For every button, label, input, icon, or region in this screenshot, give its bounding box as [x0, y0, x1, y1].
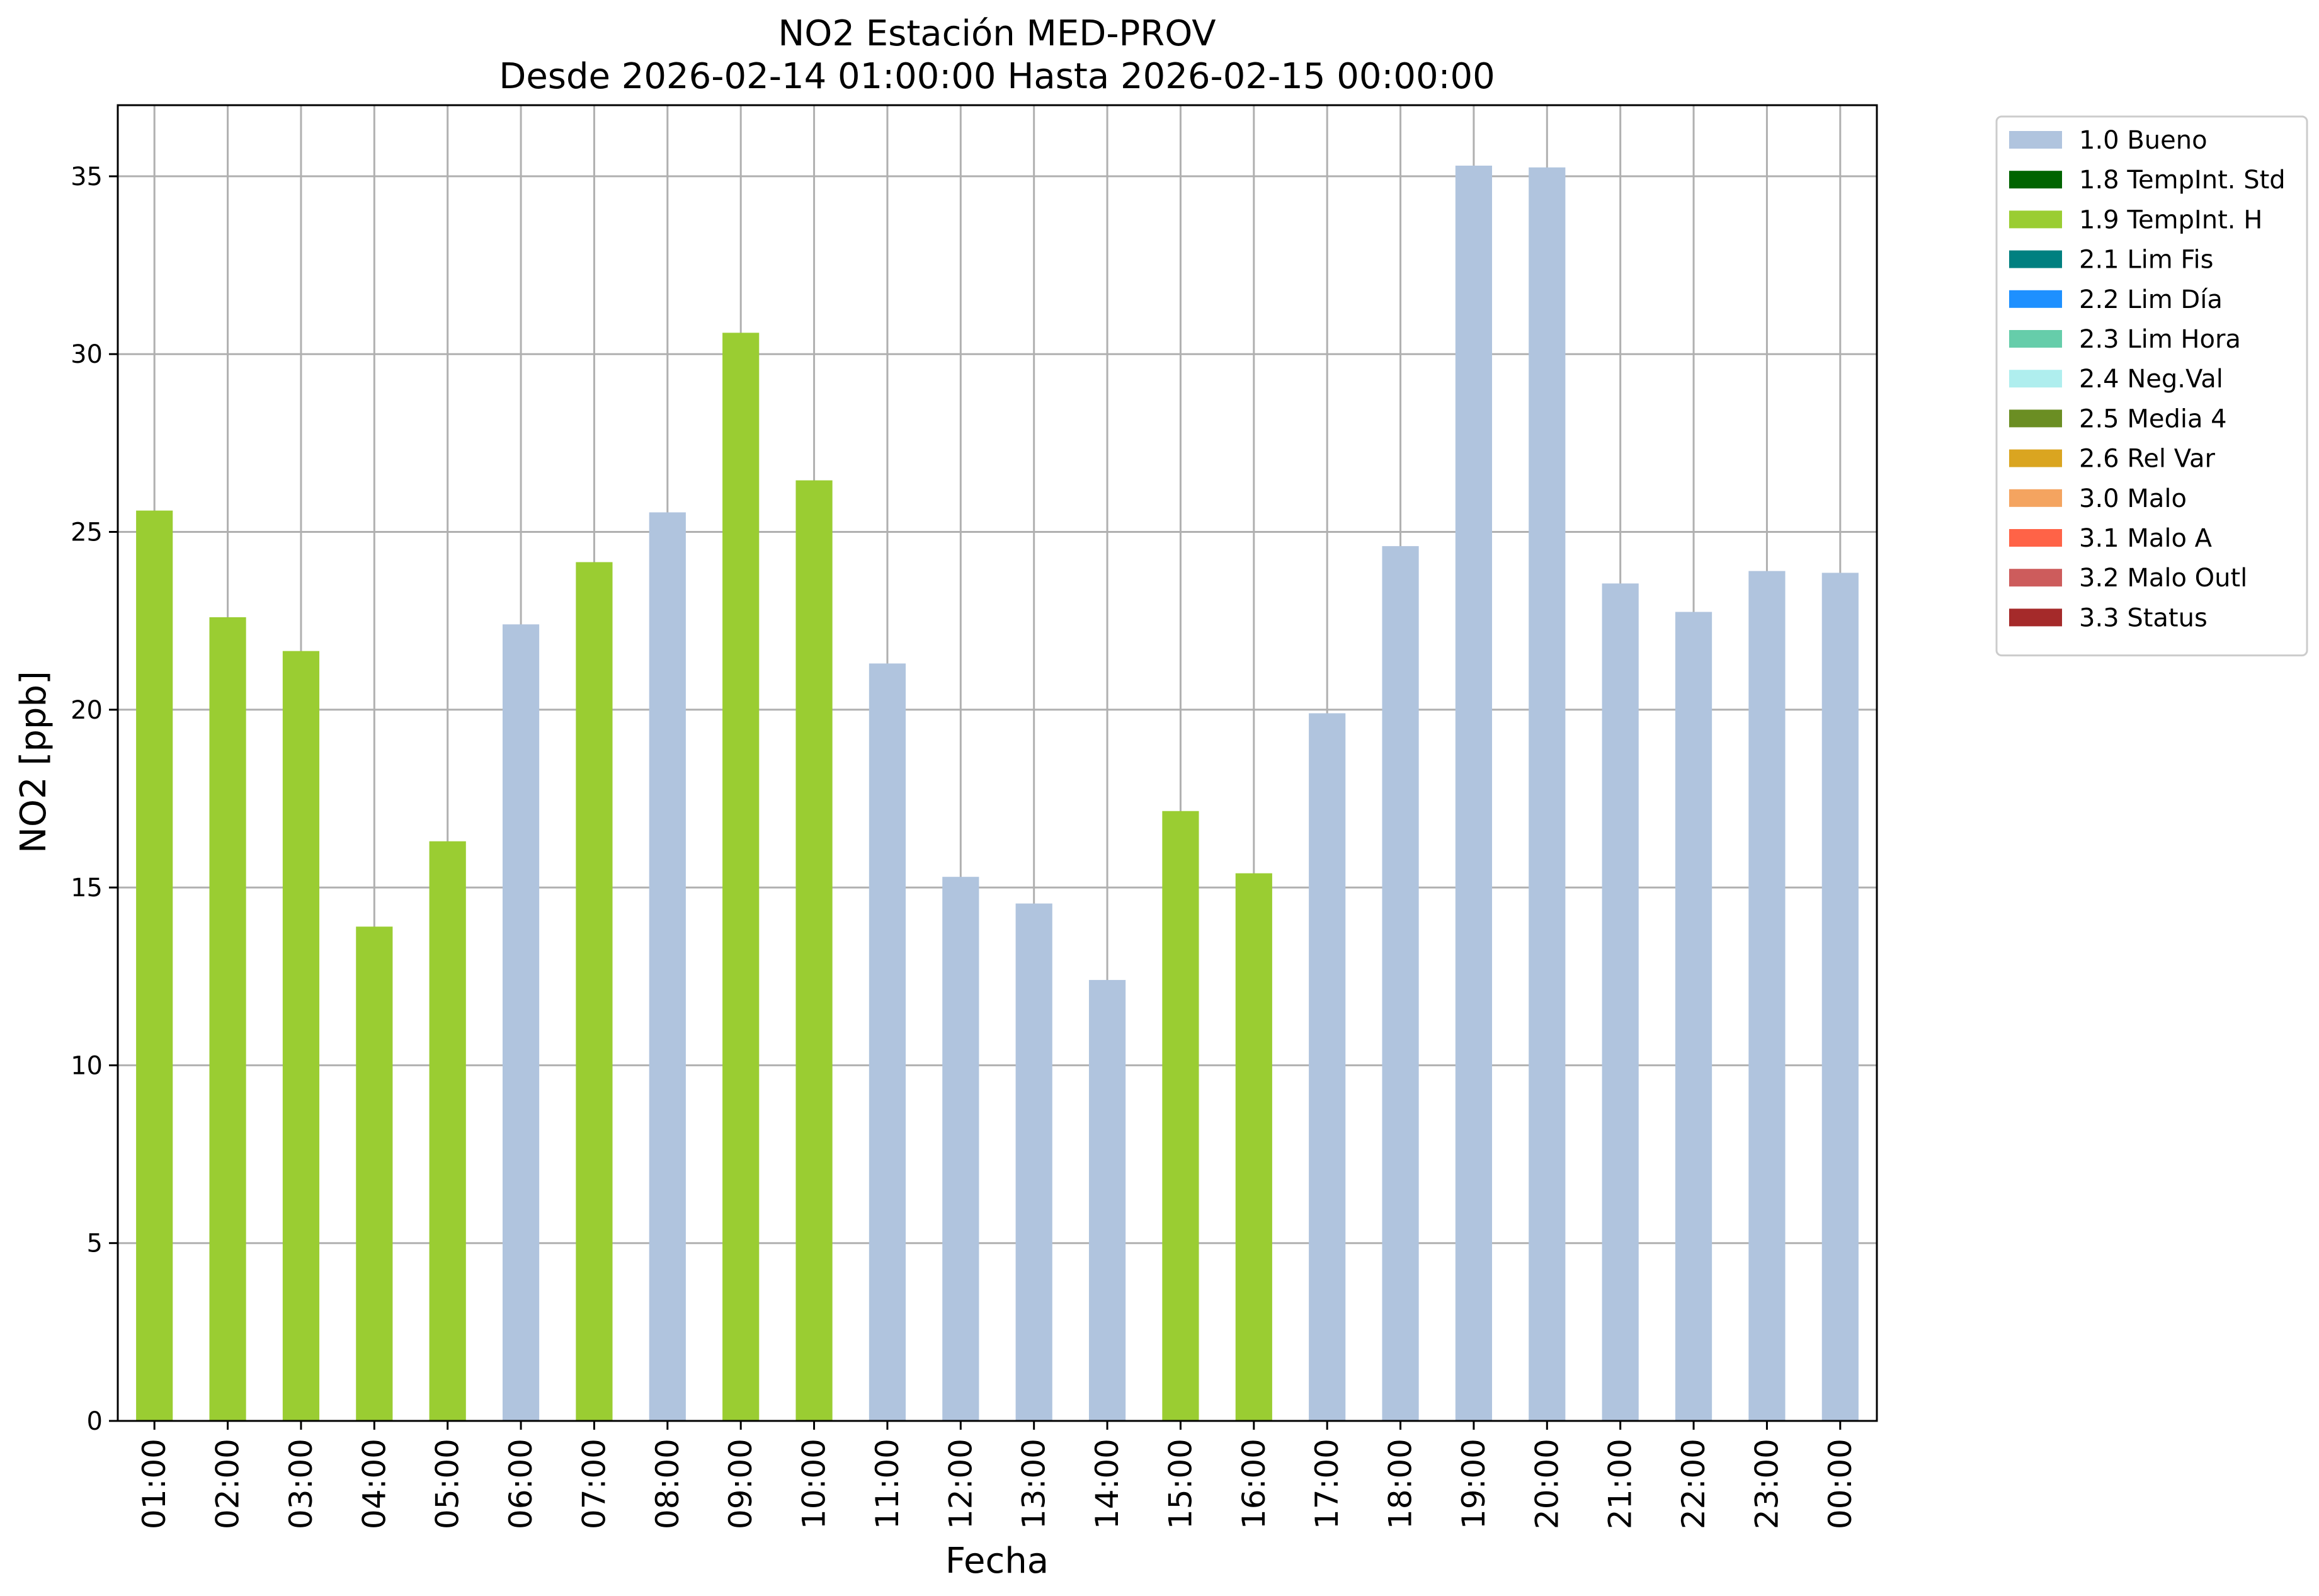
x-tick-label: 13:00 — [1016, 1439, 1052, 1529]
y-tick-label: 15 — [71, 874, 103, 903]
legend-swatch — [2009, 489, 2062, 507]
legend-swatch — [2009, 529, 2062, 547]
bar — [942, 877, 979, 1421]
y-axis-ticks: 0 5 10 15 20 25 30 35 — [71, 162, 118, 1436]
bar — [795, 480, 833, 1422]
x-tick-label: 11:00 — [869, 1439, 906, 1529]
legend: 1.0 Bueno 1.8 TempInt. Std 1.9 TempInt. H 2… — [1995, 115, 2308, 657]
x-tick-label: 03:00 — [283, 1439, 319, 1529]
y-tick-label: 20 — [71, 696, 103, 725]
legend-swatch — [2009, 569, 2062, 587]
bar — [1015, 903, 1052, 1421]
bar — [1748, 571, 1786, 1421]
plot-area-frame — [117, 104, 1878, 1422]
legend-label: 3.3 Status — [2079, 603, 2208, 632]
legend-label: 1.0 Bueno — [2079, 126, 2208, 155]
bar — [1088, 979, 1126, 1421]
bar — [502, 624, 540, 1421]
bar — [356, 926, 393, 1421]
legend-swatch — [2009, 210, 2062, 229]
x-tick-label: 14:00 — [1089, 1439, 1125, 1529]
legend-label: 3.0 Malo — [2079, 484, 2187, 513]
bar — [1821, 573, 1859, 1421]
legend-swatch — [2009, 131, 2062, 149]
bars — [136, 165, 1859, 1422]
legend-label: 2.6 Rel Var — [2079, 445, 2216, 474]
bar — [429, 841, 466, 1421]
y-tick-label: 30 — [71, 340, 103, 369]
legend-label: 2.2 Lim Día — [2079, 285, 2223, 314]
x-tick-label: 07:00 — [576, 1439, 612, 1529]
bar — [1162, 811, 1199, 1421]
x-tick-label: 01:00 — [136, 1439, 173, 1529]
legend-swatch — [2009, 330, 2062, 348]
legend-label: 3.2 Malo Outl — [2079, 564, 2247, 593]
legend-label: 2.1 Lim Fis — [2079, 246, 2213, 275]
bar — [136, 510, 173, 1421]
x-tick-label: 20:00 — [1529, 1439, 1565, 1529]
legend-label: 2.5 Media 4 — [2079, 404, 2227, 433]
chart-subtitle: Desde 2026-02-14 01:00:00 Hasta 2026-02-… — [499, 56, 1495, 97]
legend-swatch — [2009, 409, 2062, 428]
x-tick-label: 19:00 — [1456, 1439, 1492, 1529]
bar — [649, 512, 686, 1421]
y-tick-label: 25 — [71, 518, 103, 547]
y-tick-label: 10 — [71, 1051, 103, 1080]
bar — [282, 651, 320, 1421]
legend-swatch — [2009, 449, 2062, 467]
legend-label: 1.9 TempInt. H — [2079, 205, 2262, 234]
bar — [1675, 612, 1712, 1421]
bar — [1455, 165, 1493, 1421]
y-tick-label: 35 — [71, 162, 103, 191]
legend-swatch — [2009, 370, 2062, 388]
bar — [1309, 713, 1346, 1421]
legend-swatch — [2009, 608, 2062, 627]
x-tick-label: 06:00 — [503, 1439, 539, 1529]
bar — [1235, 873, 1272, 1421]
bar — [209, 617, 246, 1421]
legend-label: 3.1 Malo A — [2079, 524, 2213, 553]
x-tick-label: 10:00 — [796, 1439, 833, 1529]
x-tick-label: 21:00 — [1602, 1439, 1639, 1529]
legend-swatch — [2009, 250, 2062, 268]
y-tick-label: 0 — [87, 1407, 103, 1436]
y-tick-label: 5 — [87, 1229, 103, 1258]
legend-label: 2.4 Neg.Val — [2079, 365, 2223, 394]
bar — [869, 663, 906, 1421]
x-tick-label: 12:00 — [942, 1439, 979, 1529]
x-tick-label: 15:00 — [1162, 1439, 1199, 1529]
x-tick-label: 00:00 — [1822, 1439, 1859, 1529]
bar — [722, 333, 760, 1421]
x-tick-label: 08:00 — [649, 1439, 686, 1529]
x-tick-label: 16:00 — [1236, 1439, 1272, 1529]
y-axis-label: NO2 [ppb] — [13, 671, 54, 853]
x-tick-label: 09:00 — [722, 1439, 759, 1529]
legend-box — [1995, 115, 2308, 657]
legend-label: 2.3 Lim Hora — [2079, 325, 2241, 354]
bar — [1382, 546, 1419, 1421]
bar — [576, 562, 613, 1421]
bar — [1529, 167, 1566, 1421]
x-tick-label: 02:00 — [210, 1439, 246, 1529]
x-axis-ticks: 01:00 02:00 03:00 04:00 05:00 06:00 07:00 08:00… — [136, 1421, 1859, 1529]
x-tick-label: 22:00 — [1675, 1439, 1712, 1529]
x-tick-label: 05:00 — [430, 1439, 466, 1529]
x-tick-label: 04:00 — [356, 1439, 392, 1529]
chart-title: NO2 Estación MED-PROV — [778, 13, 1216, 54]
x-axis-label: Fecha — [945, 1541, 1049, 1582]
legend-label: 1.8 TempInt. Std — [2079, 166, 2286, 195]
legend-swatch — [2009, 171, 2062, 189]
x-tick-label: 23:00 — [1748, 1439, 1785, 1529]
bar — [1602, 583, 1639, 1422]
x-tick-label: 17:00 — [1309, 1439, 1345, 1529]
legend-swatch — [2009, 290, 2062, 308]
x-tick-label: 18:00 — [1382, 1439, 1419, 1529]
